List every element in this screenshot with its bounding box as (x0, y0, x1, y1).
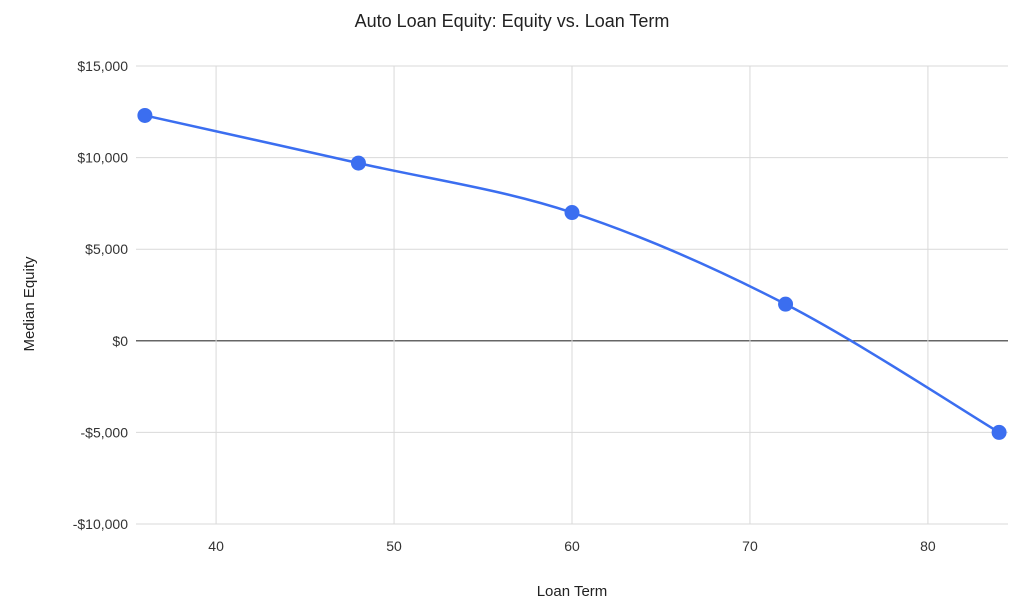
x-tick-label: 40 (208, 538, 224, 554)
data-point (137, 107, 153, 123)
y-tick-label: -$10,000 (73, 516, 128, 532)
x-tick-label: 80 (920, 538, 936, 554)
series-layer (137, 107, 1007, 440)
data-point (991, 424, 1007, 440)
y-tick-label: $0 (112, 333, 128, 349)
data-point (778, 296, 794, 312)
y-axis-title: Median Equity (21, 256, 38, 352)
y-tick-label: -$5,000 (81, 424, 129, 440)
x-axis-title: Loan Term (537, 583, 608, 600)
y-tick-label: $10,000 (77, 150, 128, 166)
y-tick-label: $5,000 (85, 241, 128, 257)
data-point (350, 155, 366, 171)
data-point (564, 205, 580, 221)
tick-labels: $15,000 $10,000 $5,000 $0 -$5,000 -$10,000 40 5… (73, 58, 936, 554)
chart-title: Auto Loan Equity: Equity vs. Loan Term (355, 11, 670, 31)
x-tick-label: 70 (742, 538, 758, 554)
x-tick-label: 50 (386, 538, 402, 554)
grid (136, 65, 1008, 525)
y-tick-label: $15,000 (77, 58, 128, 74)
x-tick-label: 60 (564, 538, 580, 554)
